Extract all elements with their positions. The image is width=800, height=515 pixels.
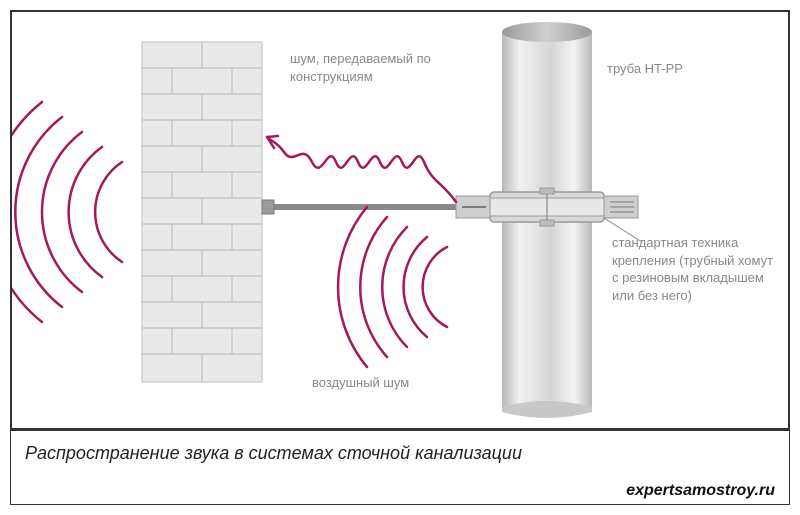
label-structure-noise: шум, передаваемый по конструкциям <box>290 50 470 85</box>
diagram-frame: шум, передаваемый по конструкциям труба … <box>10 10 790 430</box>
label-pipe: труба HT-PP <box>607 60 683 78</box>
label-air-noise: воздушный шум <box>312 374 409 392</box>
sound-waves-left <box>12 102 122 322</box>
diagram-root: шум, передаваемый по конструкциям труба … <box>0 0 800 515</box>
label-clamp: стандартная техника крепления (трубный х… <box>612 234 777 304</box>
pipe-clamp <box>456 188 638 226</box>
caption-box: Распространение звука в системах сточной… <box>10 430 790 505</box>
vibration-line <box>267 136 456 202</box>
mounting-rod <box>262 200 457 214</box>
sound-waves-air <box>338 207 447 367</box>
watermark: expertsamostroy.ru <box>626 482 775 500</box>
brick-wall <box>142 42 262 382</box>
caption-text: Распространение звука в системах сточной… <box>25 441 775 466</box>
